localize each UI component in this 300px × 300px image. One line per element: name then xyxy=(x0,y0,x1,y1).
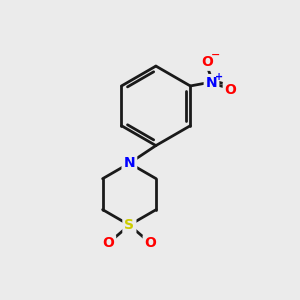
Text: +: + xyxy=(215,71,223,82)
Text: O: O xyxy=(102,236,114,250)
Text: O: O xyxy=(225,83,237,98)
Text: S: S xyxy=(124,218,134,232)
Text: N: N xyxy=(124,156,135,170)
Text: O: O xyxy=(145,236,157,250)
Text: N: N xyxy=(206,76,217,90)
Text: −: − xyxy=(211,50,220,60)
Text: O: O xyxy=(201,55,213,69)
